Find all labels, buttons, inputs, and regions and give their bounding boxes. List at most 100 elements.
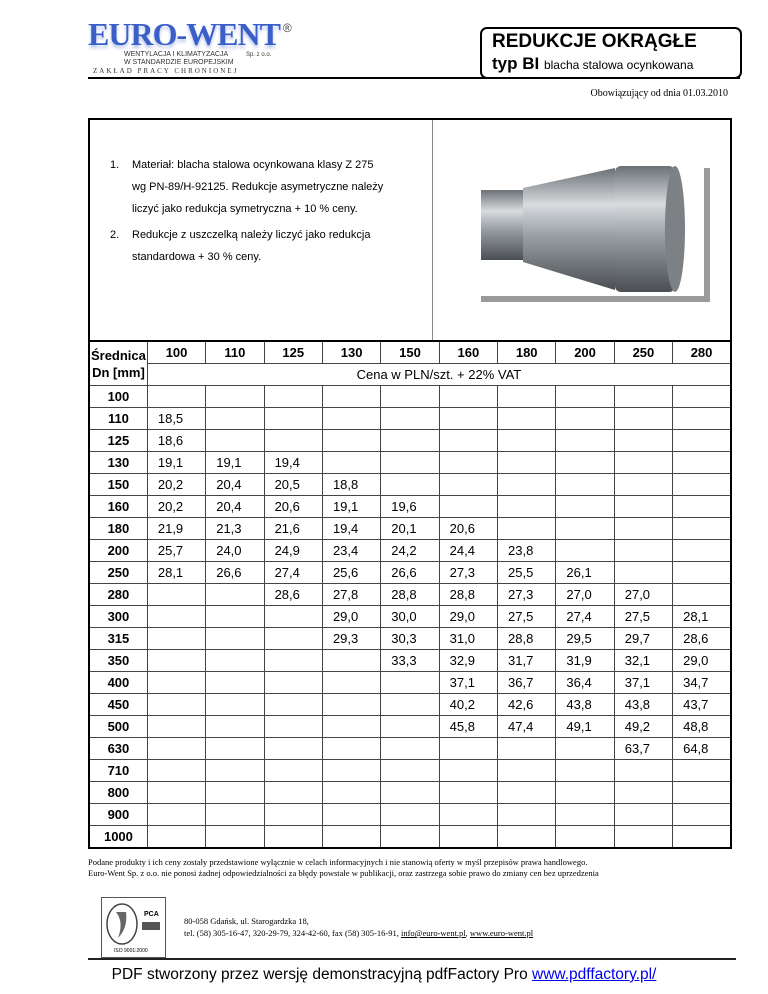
price-cell: 20,1: [380, 517, 440, 540]
column-header-125: 125: [263, 340, 323, 364]
price-cell: [555, 495, 615, 518]
price-cell: [672, 825, 732, 849]
column-header-130: 130: [321, 340, 382, 364]
price-cell: [497, 407, 557, 430]
price-table: Średnica Dn [mm] 100 110 125 130 150 160 180 200…: [88, 340, 732, 849]
website-link[interactable]: www.euro-went.pl: [469, 928, 534, 938]
vertical-divider: [432, 120, 433, 342]
price-cell: 29,5: [555, 627, 615, 650]
price-cell: [263, 407, 323, 430]
price-cell: 27,3: [497, 583, 557, 606]
logo-row: EURO-WENT ®: [88, 18, 292, 50]
disclaimer-line2: Euro-Went Sp. z o.o. nie ponosi żadnej o…: [88, 868, 599, 878]
price-cell: [205, 605, 265, 628]
row-diameter: 800: [88, 781, 148, 804]
price-cell: [613, 495, 674, 518]
price-cell: [205, 583, 265, 606]
price-cell: 23,8: [497, 539, 557, 562]
price-cell: 29,7: [613, 627, 674, 650]
logo-subtitle: WENTYLACJA I KLIMATYZACJA W STANDARDZIE E…: [124, 51, 234, 67]
iso-label: ISO 9001:2000: [114, 948, 148, 954]
price-cell: [205, 429, 265, 452]
price-cell: 28,6: [672, 627, 732, 650]
price-cell: [613, 539, 674, 562]
price-cell: [205, 407, 265, 430]
email-link[interactable]: info@euro-went.pl: [400, 928, 466, 938]
price-cell: [321, 781, 382, 804]
price-cell: 28,1: [672, 605, 732, 628]
table-row: 200 25,7 24,0 24,9 23,4 24,2 24,4 23,8: [88, 539, 732, 562]
price-cell: [613, 759, 674, 782]
price-cell: [321, 385, 382, 408]
price-cell: 63,7: [613, 737, 674, 760]
price-cell: [672, 803, 732, 826]
price-cell: [321, 693, 382, 716]
row-diameter: 500: [88, 715, 148, 738]
price-cell: [263, 671, 323, 694]
price-cell: [672, 495, 732, 518]
note-1: 1. Materiał: blacha stalowa ocynkowana kl…: [110, 154, 430, 220]
price-cell: [497, 385, 557, 408]
price-cell: [555, 737, 615, 760]
price-cell: 18,6: [146, 429, 207, 452]
price-cell: 28,8: [438, 583, 499, 606]
table-row: 450 40,2 42,6 43,8 43,8 43,7: [88, 693, 732, 716]
price-cell: 30,3: [380, 627, 440, 650]
price-cell: [146, 627, 207, 650]
table-row: 110 18,5: [88, 407, 732, 430]
price-cell: 19,1: [146, 451, 207, 474]
price-cell: 43,8: [613, 693, 674, 716]
price-cell: 28,1: [146, 561, 207, 584]
price-cell: 27,4: [555, 605, 615, 628]
price-cell: [205, 715, 265, 738]
price-cell: 37,1: [613, 671, 674, 694]
price-cell: [497, 517, 557, 540]
price-cell: [146, 803, 207, 826]
price-cell: [321, 803, 382, 826]
pdffactory-link[interactable]: www.pdffactory.pl/: [532, 966, 657, 983]
row-diameter: 350: [88, 649, 148, 672]
price-cell: 26,6: [205, 561, 265, 584]
price-cell: [321, 671, 382, 694]
price-cell: [380, 451, 440, 474]
price-cell: [672, 561, 732, 584]
column-header-100: 100: [146, 340, 207, 364]
row-diameter: 130: [88, 451, 148, 474]
price-cell: [613, 451, 674, 474]
price-cell: [613, 385, 674, 408]
price-cell: [438, 495, 499, 518]
table-row: 100: [88, 385, 732, 408]
price-cell: 29,0: [672, 649, 732, 672]
price-cell: [555, 385, 615, 408]
price-cell: 20,4: [205, 495, 265, 518]
price-cell: [380, 429, 440, 452]
price-cell: 18,8: [321, 473, 382, 496]
price-cell: [146, 649, 207, 672]
price-cell: 45,8: [438, 715, 499, 738]
table-row: 280 28,6 27,8 28,8 28,8 27,3 27,0 27,0: [88, 583, 732, 606]
price-cell: 20,4: [205, 473, 265, 496]
price-cell: 19,1: [205, 451, 265, 474]
table-row: 800: [88, 781, 732, 804]
pca-label: PCA: [144, 911, 159, 918]
price-cell: [205, 759, 265, 782]
price-cell: [205, 693, 265, 716]
price-cell: [263, 627, 323, 650]
price-cell: [438, 825, 499, 849]
price-cell: 30,0: [380, 605, 440, 628]
price-cell: [380, 671, 440, 694]
column-header-110: 110: [205, 340, 265, 364]
price-cell: [438, 781, 499, 804]
table-row: 150 20,2 20,4 20,5 18,8: [88, 473, 732, 496]
price-cell: 20,2: [146, 495, 207, 518]
price-cell: 21,3: [205, 517, 265, 540]
price-cell: 48,8: [672, 715, 732, 738]
price-cell: [263, 715, 323, 738]
price-cell: [497, 451, 557, 474]
price-cell: [438, 737, 499, 760]
price-cell: 32,1: [613, 649, 674, 672]
price-cell: 21,6: [263, 517, 323, 540]
price-cell: 26,1: [555, 561, 615, 584]
price-cell: 19,6: [380, 495, 440, 518]
disclaimer: Podane produkty i ich ceny zostały przed…: [88, 857, 599, 879]
